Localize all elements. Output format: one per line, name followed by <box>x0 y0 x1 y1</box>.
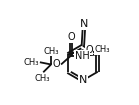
Text: N: N <box>80 19 88 29</box>
Text: CH₃: CH₃ <box>23 58 39 67</box>
Text: CH₃: CH₃ <box>94 45 110 54</box>
Text: NH: NH <box>75 51 90 61</box>
Text: CH₃: CH₃ <box>34 74 50 83</box>
Text: O: O <box>85 45 93 55</box>
Text: CH₃: CH₃ <box>43 47 59 56</box>
Text: O: O <box>67 32 75 42</box>
Text: O: O <box>52 59 60 70</box>
Text: N: N <box>79 75 87 85</box>
